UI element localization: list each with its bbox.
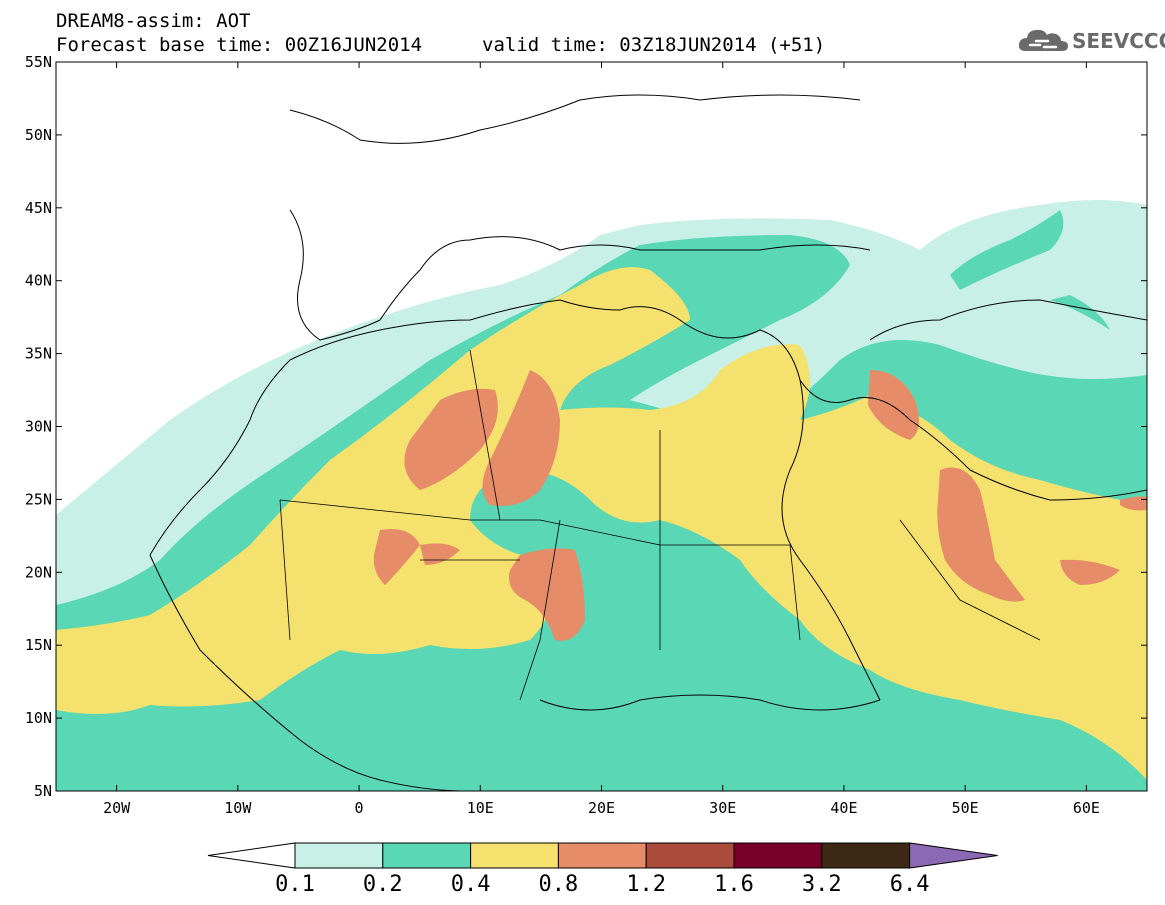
colorbar-label: 0.1 <box>275 872 315 897</box>
colorbar-min-arrow <box>207 842 296 869</box>
valid-time: valid time: 03Z18JUN2014 (+51) <box>482 34 826 56</box>
lon-label: 10W <box>224 799 252 817</box>
aot-band-0-8-iraq <box>868 370 919 440</box>
colorbar-label: 0.2 <box>362 872 403 897</box>
colorbar-segment <box>733 842 823 869</box>
colorbar-segment <box>645 842 735 869</box>
colorbar-label: 0.8 <box>538 872 579 897</box>
aot-band-0-8-arabia <box>937 467 1025 602</box>
lon-label: 40E <box>830 799 857 817</box>
aot-band-0-8-chad <box>509 548 585 641</box>
colorbar-segment <box>821 842 911 869</box>
colorbar-label: 0.4 <box>450 872 491 897</box>
lat-label: 20N <box>25 563 52 581</box>
lat-label: 30N <box>25 418 52 436</box>
cloud-icon <box>1018 29 1068 51</box>
aot-band-0-4-east <box>780 440 990 524</box>
map-title: DREAM8-assim: AOT <box>56 10 251 32</box>
lat-label: 45N <box>25 199 52 217</box>
aot-band-0-8-niger <box>373 529 460 585</box>
axis-ticks <box>56 61 1147 792</box>
lon-label: 0 <box>355 799 364 817</box>
lon-label: 30E <box>709 799 736 817</box>
lat-label: 50N <box>25 126 52 144</box>
colorbar <box>207 842 998 869</box>
coastlines <box>149 94 1147 791</box>
lat-label: 5N <box>34 782 52 800</box>
lon-label: 50E <box>952 799 979 817</box>
aot-band-0-8-central <box>482 370 560 506</box>
lat-label: 10N <box>25 709 52 727</box>
lat-label: 15N <box>25 636 52 654</box>
colorbar-max-arrow <box>909 842 998 869</box>
seevccc-logo: SEEVCCC <box>1018 25 1165 55</box>
lat-label: 25N <box>25 490 52 508</box>
colorbar-label: 1.2 <box>626 872 667 897</box>
country-borders <box>279 349 1041 701</box>
longitude-labels: 20W 10W 0 10E 20E 30E 40E 50E 60E <box>103 799 1100 817</box>
colorbar-label: 3.2 <box>801 872 842 897</box>
aot-contour-fields <box>56 200 1147 791</box>
aot-band-0-2-east <box>950 210 1110 330</box>
lat-label: 35N <box>25 345 52 363</box>
aot-band-0-8-oman <box>1060 496 1147 585</box>
forecast-base-time: Forecast base time: 00Z16JUN2014 <box>56 34 423 56</box>
aot-band-0-8-west <box>404 388 498 490</box>
colorbar-label: 1.6 <box>714 872 754 897</box>
colorbar-label: 6.4 <box>889 872 930 897</box>
lat-label: 55N <box>25 53 52 71</box>
lon-label: 60E <box>1073 799 1100 817</box>
colorbar-segment <box>470 842 559 869</box>
latitude-labels: 55N 50N 45N 40N 35N 30N 25N 20N 15N 10N 5N <box>25 53 52 800</box>
colorbar-segment <box>382 842 472 869</box>
aot-band-0-4 <box>56 267 1147 781</box>
colorbar-segment <box>294 842 384 869</box>
logo-text: SEEVCCC <box>1072 29 1165 53</box>
lon-label: 10E <box>467 799 494 817</box>
colorbar-segment <box>557 842 647 869</box>
lon-label: 20W <box>103 799 131 817</box>
lat-label: 40N <box>25 272 52 290</box>
lon-label: 20E <box>588 799 615 817</box>
